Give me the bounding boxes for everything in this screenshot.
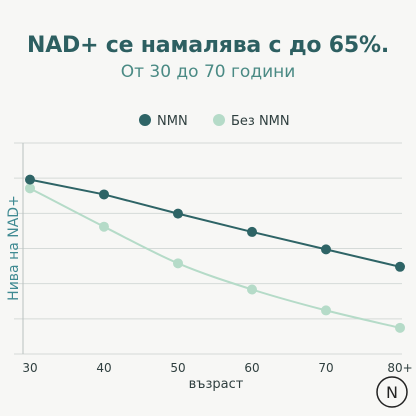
y-axis-label: Нива на NAD+ bbox=[6, 195, 22, 301]
x-tick-label: 50 bbox=[170, 361, 185, 375]
series-line-no-nmn bbox=[29, 187, 401, 329]
gridlines bbox=[14, 142, 402, 355]
logo-circle bbox=[376, 376, 408, 408]
data-point-no-nmn-30 bbox=[25, 183, 35, 194]
legend-marker-no-nmn bbox=[213, 114, 225, 126]
chart-subtitle: От 30 до 70 години bbox=[120, 62, 296, 82]
data-point-nmn-80+ bbox=[395, 261, 405, 272]
x-tick-label: 70 bbox=[318, 361, 333, 375]
x-tick-label: 30 bbox=[22, 361, 37, 375]
x-axis-label: възраст bbox=[189, 377, 244, 392]
chart-title: NAD+ се намалява с до 65%. bbox=[26, 33, 389, 58]
data-point-no-nmn-60 bbox=[247, 284, 257, 295]
data-point-no-nmn-70 bbox=[321, 305, 331, 316]
x-tick-label: 40 bbox=[96, 361, 111, 375]
legend: NMN Без NMN bbox=[139, 114, 290, 129]
data-point-nmn-70 bbox=[321, 244, 331, 255]
brand-logo: N bbox=[376, 376, 408, 408]
series-group bbox=[25, 174, 405, 333]
data-point-nmn-50 bbox=[173, 208, 183, 219]
series-line-nmn bbox=[29, 178, 401, 268]
data-point-no-nmn-80+ bbox=[395, 322, 405, 333]
x-tick-label: 60 bbox=[244, 361, 259, 375]
legend-label-no-nmn: Без NMN bbox=[231, 114, 290, 129]
data-point-nmn-30 bbox=[25, 174, 35, 185]
legend-marker-nmn bbox=[139, 114, 151, 126]
data-point-nmn-60 bbox=[247, 226, 257, 237]
logo-letter: N bbox=[386, 383, 398, 402]
data-point-no-nmn-40 bbox=[99, 221, 109, 232]
x-tick-labels: 30 40 50 60 70 80+ bbox=[22, 361, 412, 375]
data-point-nmn-40 bbox=[99, 189, 109, 200]
legend-label-nmn: NMN bbox=[157, 114, 188, 129]
data-point-no-nmn-50 bbox=[173, 258, 183, 269]
x-tick-label: 80+ bbox=[387, 361, 412, 375]
